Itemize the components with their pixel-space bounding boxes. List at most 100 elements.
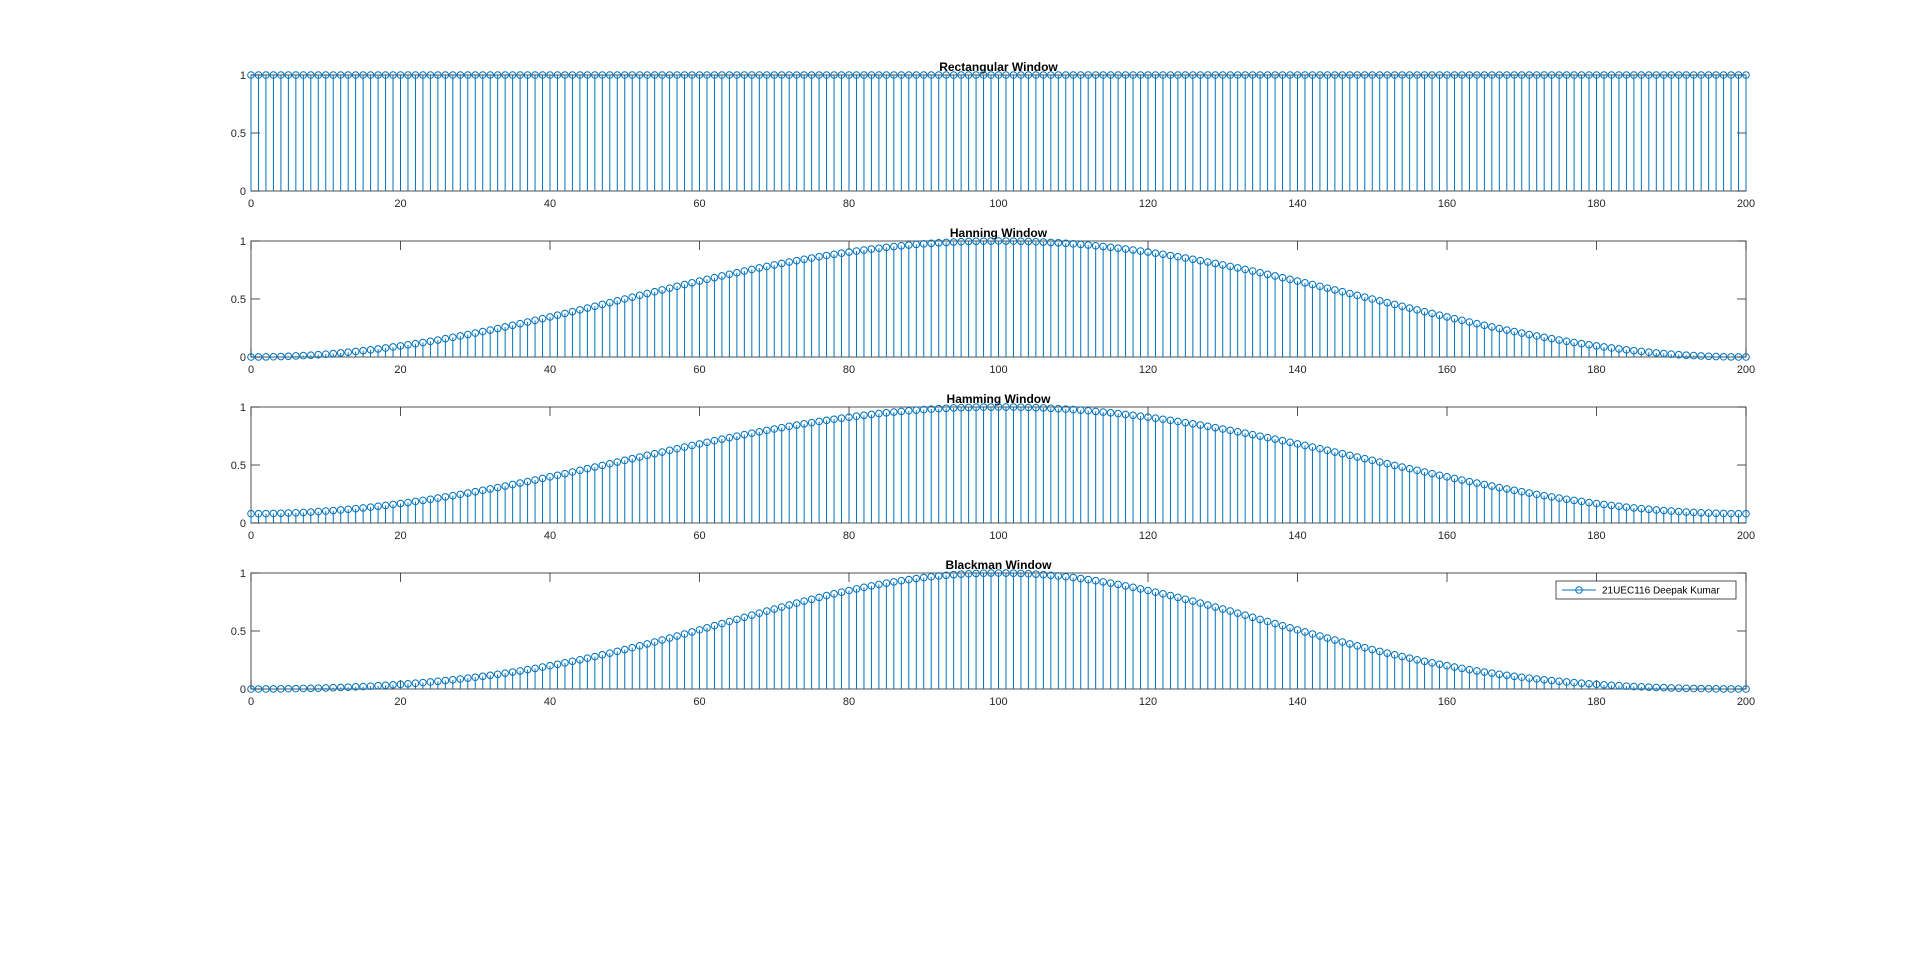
stem-marker [1196, 256, 1205, 265]
stem-marker [1353, 642, 1362, 650]
stem-marker [890, 408, 898, 416]
stem-marker [366, 71, 375, 79]
x-tick-label: 80 [843, 198, 855, 210]
stem-marker [777, 603, 786, 611]
stem-marker [426, 337, 435, 346]
stem-marker [299, 508, 308, 517]
stem-marker [912, 240, 921, 249]
stem-marker [994, 569, 1003, 577]
stem-marker [688, 279, 696, 287]
stem-marker [546, 473, 554, 481]
stem-marker [262, 71, 270, 79]
stem-marker [815, 252, 823, 261]
stem-marker [538, 663, 547, 671]
stem-marker [1338, 287, 1347, 296]
stem-marker [1241, 429, 1249, 437]
stem-marker [441, 676, 450, 685]
x-tick-label: 80 [843, 364, 855, 376]
stem-marker [1704, 352, 1713, 361]
stem-marker [329, 349, 338, 358]
stem-marker [1398, 463, 1406, 471]
stem-marker [1600, 71, 1608, 79]
stem-marker [1346, 451, 1354, 460]
stem-marker [419, 496, 427, 505]
stem-marker [606, 298, 614, 307]
x-tick-label: 20 [394, 198, 406, 210]
stem-marker [1645, 505, 1653, 514]
stem-marker [314, 507, 323, 516]
legend-entry: 21UEC116 Deepak Kumar [1602, 586, 1720, 597]
stem-marker [1368, 645, 1377, 654]
stem-marker [1174, 71, 1182, 79]
stem-marker [1144, 71, 1152, 79]
stem-marker [1674, 684, 1683, 692]
stem-marker [284, 352, 293, 361]
stem-marker [389, 343, 397, 351]
x-tick-label: 120 [1139, 530, 1157, 542]
stem-marker [1547, 71, 1556, 79]
stem-marker [1084, 406, 1092, 415]
stem-marker [837, 71, 846, 79]
stem-marker [1540, 491, 1548, 500]
stem-marker [1241, 611, 1249, 620]
stem-marker [1233, 264, 1242, 272]
stem-marker [1271, 435, 1279, 443]
stem-marker [927, 572, 936, 581]
stem-marker [1622, 503, 1631, 511]
stem-marker [860, 411, 868, 420]
stem-marker [1278, 436, 1287, 445]
y-tick-label: 0.5 [231, 128, 246, 140]
stem-marker [1047, 71, 1055, 79]
stem-marker [1316, 71, 1324, 79]
stem-marker [1233, 609, 1242, 617]
stem-marker [1503, 326, 1511, 334]
y-tick-label: 0.5 [231, 460, 246, 472]
stem-marker [1390, 71, 1399, 79]
stem-marker [748, 429, 756, 437]
stem-marker [1316, 632, 1324, 640]
stem-marker [531, 476, 539, 484]
stem-marker [1480, 668, 1489, 676]
stem-marker [942, 404, 950, 413]
stem-marker [1136, 412, 1145, 421]
stem-marker [1503, 485, 1511, 493]
stem-marker [1547, 676, 1556, 685]
stem-marker [1084, 71, 1092, 79]
stem-marker [471, 673, 480, 682]
x-tick-label: 80 [843, 696, 855, 708]
stem-marker [733, 432, 741, 440]
stem-marker [471, 487, 480, 496]
chart-title: Hanning Window [950, 226, 1048, 240]
stem-marker [1061, 572, 1070, 581]
stem-marker [1450, 663, 1459, 671]
stem-marker [1577, 339, 1586, 348]
stem-marker [449, 333, 457, 342]
stem-marker [411, 679, 420, 688]
stem-marker [740, 430, 749, 439]
stem-marker [1570, 678, 1578, 687]
stem-marker [673, 632, 681, 640]
stem-marker [1039, 570, 1048, 579]
stem-marker [1652, 71, 1661, 79]
stem-marker [1091, 241, 1100, 250]
stem-marker [620, 456, 629, 465]
stem-marker [359, 682, 367, 691]
x-tick-label: 60 [693, 530, 705, 542]
stem-marker [1495, 71, 1504, 79]
stem-marker [1727, 509, 1735, 518]
stem-marker [606, 649, 614, 657]
stem-marker [1712, 352, 1720, 361]
stem-marker [1151, 71, 1160, 79]
stem-marker [860, 583, 868, 592]
stem-marker [1248, 430, 1257, 439]
stem-marker [1383, 298, 1391, 307]
stem-marker [576, 655, 584, 664]
stem-marker [912, 574, 921, 583]
stem-marker [351, 71, 360, 79]
stem-marker [1069, 240, 1078, 248]
stem-marker [501, 71, 509, 79]
stem-marker [1189, 71, 1197, 79]
stem-marker [1256, 71, 1264, 79]
stem-marker [1689, 684, 1698, 693]
stem-marker [1204, 422, 1212, 431]
